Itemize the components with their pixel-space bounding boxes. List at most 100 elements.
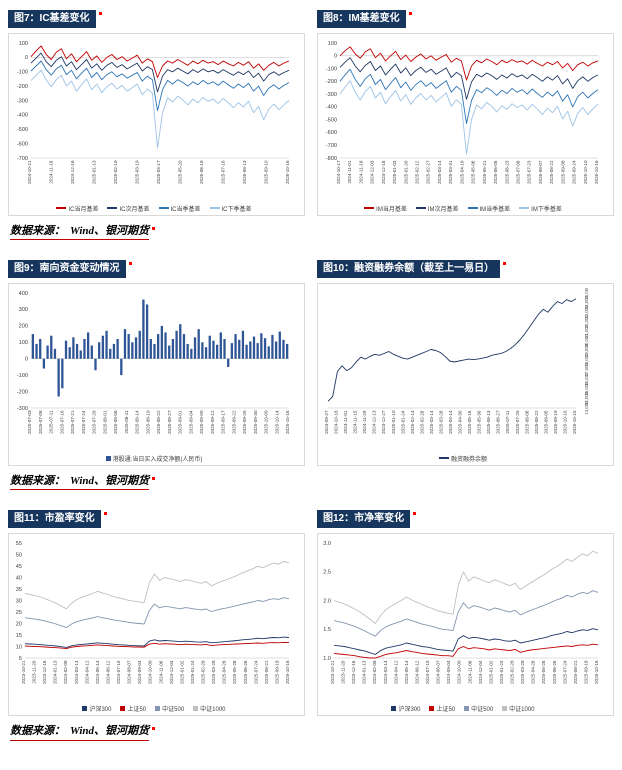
svg-text:200: 200: [19, 324, 28, 330]
figure-12: 图12：市净率变化 3.0 2.5 2.0 1.5 1.0 2023-10-21 2023-…: [317, 510, 614, 717]
svg-text:2024-12-16: 2024-12-16: [70, 160, 75, 184]
legend-swatch-icon: [107, 207, 118, 209]
svg-text:2025-08-08: 2025-08-08: [524, 410, 529, 434]
figure-row-3: 图11：市盈率变化 55 50 45 40 35 30 25 20 15 10 5 2023-10-2…: [8, 510, 614, 741]
svg-text:2024-07-10: 2024-07-10: [425, 660, 430, 684]
data-source-label: 数据来源：: [10, 225, 65, 237]
svg-text:2025-06-13: 2025-06-13: [486, 410, 491, 434]
svg-text:1.5: 1.5: [323, 627, 331, 633]
svg-text:2025-02-27: 2025-02-27: [426, 160, 431, 184]
figure-7-chart-area: 100 0 -100 -200 -300 -400 -500 -600 -700 2024-10-…: [8, 33, 305, 216]
bar-series: [31, 299, 289, 397]
figure-7-plot: 100 0 -100 -200 -300 -400 -500 -600 -700 2024-10-…: [11, 38, 297, 213]
chart-canvas: 100 0 -100 -200 -300 -400 -500 -600 -7002024-10-…: [17, 41, 290, 184]
figure-9-title: 图9：南向资金变动情况: [8, 260, 126, 279]
svg-text:100: 100: [328, 41, 337, 47]
svg-text:2025-07-25: 2025-07-25: [515, 410, 520, 434]
figure-12-title-row: 图12：市净率变化: [317, 510, 614, 529]
svg-text:2025-09-08: 2025-09-08: [560, 160, 565, 184]
svg-text:-100: -100: [326, 66, 337, 72]
legend-item: IC下季基差: [209, 204, 252, 213]
svg-text:-700: -700: [17, 156, 28, 162]
legend-item: 沪深300: [82, 704, 111, 713]
svg-text:2025-10-16: 2025-10-16: [594, 660, 599, 684]
comment-anchor-icon: [103, 512, 107, 516]
svg-text:2023-12-16: 2023-12-16: [42, 660, 47, 684]
svg-text:-400: -400: [326, 105, 337, 111]
svg-text:2025-07-24: 2025-07-24: [562, 660, 567, 684]
svg-text:2024-10-21: 2024-10-21: [27, 160, 32, 184]
figure-row-2-columns: 图9：南向资金变动情况 400 300 200 100 0 -100 -200 -300 202…: [8, 260, 614, 467]
svg-text:2024-03-14: 2024-03-14: [383, 660, 388, 684]
figure-12-title: 图12：市净率变化: [317, 510, 411, 529]
svg-text:-300: -300: [17, 98, 28, 104]
svg-text:2025-01-24: 2025-01-24: [400, 410, 405, 434]
svg-text:2025-08-14: 2025-08-14: [135, 410, 140, 434]
svg-text:45: 45: [16, 564, 22, 570]
line-series: [24, 597, 290, 629]
svg-text:15: 15: [16, 633, 22, 639]
svg-text:2025-01-10: 2025-01-10: [391, 410, 396, 434]
svg-text:2024-01-13: 2024-01-13: [362, 660, 367, 684]
svg-text:19,000: 19,000: [584, 343, 589, 357]
svg-text:-200: -200: [17, 84, 28, 90]
line-series: [24, 637, 290, 649]
svg-text:2024-05-14: 2024-05-14: [404, 660, 409, 684]
figure-9-chart-area: 400 300 200 100 0 -100 -200 -300 2025-07-03 2025-…: [8, 283, 305, 467]
legend-label: IC次月基差: [119, 206, 150, 213]
legend-item: 中证1000: [193, 704, 226, 713]
legend-label: 中证1000: [200, 706, 226, 713]
svg-text:2025-04-17: 2025-04-17: [156, 160, 161, 184]
legend-label: IC当季基差: [170, 206, 201, 213]
legend-item: 沪深300: [391, 704, 420, 713]
svg-text:2024-08-07: 2024-08-07: [436, 660, 441, 684]
svg-text:2024-04-12: 2024-04-12: [393, 660, 398, 684]
legend-item: IC次月基差: [107, 204, 150, 213]
svg-text:2023-11-20: 2023-11-20: [32, 660, 37, 684]
svg-text:40: 40: [16, 576, 22, 582]
svg-text:2025-09-18: 2025-09-18: [583, 660, 588, 684]
line-series: [30, 52, 290, 93]
svg-text:50: 50: [16, 553, 22, 559]
figure-10-title-row: 图10：融资融券余额（截至上一易日）: [317, 260, 614, 279]
svg-text:23,000: 23,000: [584, 305, 589, 319]
figure-11-title-row: 图11：市盈率变化: [8, 510, 305, 529]
svg-text:2025-09-04: 2025-09-04: [188, 410, 193, 434]
svg-text:2025-10-14: 2025-10-14: [274, 410, 279, 434]
svg-text:2025-06-26: 2025-06-26: [243, 660, 248, 684]
line-series: [30, 60, 290, 112]
svg-text:2025-08-27: 2025-08-27: [167, 410, 172, 434]
svg-text:2025-07-08: 2025-07-08: [515, 160, 520, 184]
figure-10: 图10：融资融券余额（截至上一易日） 25,000 24,000 23,000 22,…: [317, 260, 614, 467]
figure-9-title-row: 图9：南向资金变动情况: [8, 260, 305, 279]
line-series: [24, 642, 290, 650]
legend-item: 中证500: [155, 704, 184, 713]
svg-text:25,000: 25,000: [584, 288, 589, 300]
svg-text:2024-12-27: 2024-12-27: [381, 410, 386, 434]
figure-7: 图7：IC基差变化 100 0 -100 -200 -300 -400 -500 -600 -7…: [8, 10, 305, 216]
svg-text:20: 20: [16, 622, 22, 628]
chart-legend: IM当月基差 IM次月基差 IM当季基差 IM下季基差: [320, 203, 606, 213]
svg-text:2024-11-18: 2024-11-18: [358, 160, 363, 184]
figure-12-plot: 3.0 2.5 2.0 1.5 1.0 2023-10-21 2023-11-20 2023-…: [320, 538, 606, 713]
svg-text:2024-09-04: 2024-09-04: [446, 660, 451, 684]
svg-text:400: 400: [19, 291, 28, 297]
svg-text:2025-07-16: 2025-07-16: [59, 410, 64, 434]
svg-text:2025-08-22: 2025-08-22: [549, 160, 554, 184]
svg-text:2025-01-24: 2025-01-24: [190, 660, 195, 684]
comment-anchor-icon: [152, 227, 156, 230]
svg-text:2025-10-16: 2025-10-16: [285, 410, 290, 434]
legend-label: 沪深300: [398, 706, 421, 713]
svg-text:2024-12-18: 2024-12-18: [381, 160, 386, 184]
svg-text:-400: -400: [17, 113, 28, 119]
svg-text:2023-10-21: 2023-10-21: [21, 660, 26, 684]
figure-11-chart-area: 55 50 45 40 35 30 25 20 15 10 5 2023-10-21 2023-11-2…: [8, 533, 305, 717]
svg-text:35: 35: [16, 587, 22, 593]
svg-text:2025-10-16: 2025-10-16: [285, 160, 290, 184]
svg-text:2025-08-11: 2025-08-11: [124, 410, 129, 434]
legend-item: IM当月基差: [364, 204, 407, 213]
legend-label: 上证50: [127, 706, 147, 713]
svg-text:2025-07-24: 2025-07-24: [253, 660, 258, 684]
svg-text:2025-08-07: 2025-08-07: [538, 160, 543, 184]
